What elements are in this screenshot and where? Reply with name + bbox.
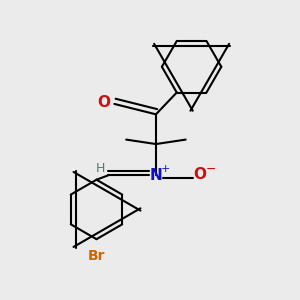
Text: N: N (150, 168, 162, 183)
Text: O: O (98, 95, 110, 110)
Text: Br: Br (88, 248, 105, 262)
Text: +: + (161, 164, 170, 174)
Text: O: O (194, 167, 206, 182)
Text: −: − (206, 164, 216, 176)
Text: H: H (95, 162, 105, 175)
